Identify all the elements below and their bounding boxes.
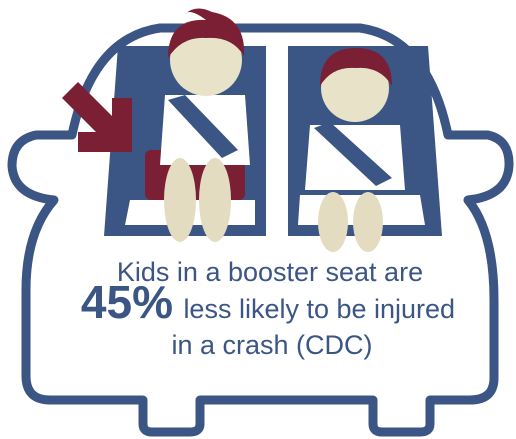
arrow <box>62 82 132 152</box>
caption-line: 45% less likely to be injured <box>81 276 455 328</box>
kid-leg <box>318 192 348 252</box>
caption-text: less likely to be injured <box>183 294 455 324</box>
highlight-stat: 45% <box>81 276 173 328</box>
kid-head <box>170 24 242 96</box>
kid-leg <box>199 158 231 242</box>
kid-leg <box>164 158 196 242</box>
kid-hair <box>168 8 245 59</box>
caption-line: in a crash (CDC) <box>171 330 372 360</box>
seat-belt <box>314 122 392 186</box>
kid-head <box>321 54 389 122</box>
seat-belt <box>168 95 238 158</box>
kid-leg <box>353 192 383 252</box>
kid-hair <box>320 48 392 86</box>
center-pillar <box>266 46 288 236</box>
caption-line: Kids in a booster seat are <box>117 257 423 287</box>
